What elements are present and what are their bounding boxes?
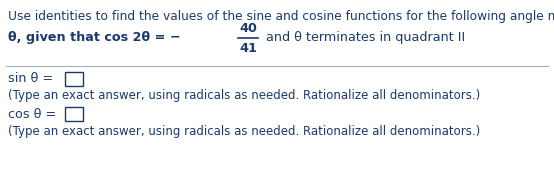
Text: (Type an exact answer, using radicals as needed. Rationalize all denominators.): (Type an exact answer, using radicals as…: [8, 125, 480, 138]
Text: 41: 41: [239, 42, 257, 55]
Text: θ, given that cos 2θ = −: θ, given that cos 2θ = −: [8, 31, 181, 44]
Text: and θ terminates in quadrant II: and θ terminates in quadrant II: [262, 31, 465, 44]
Text: Use identities to find the values of the sine and cosine functions for the follo: Use identities to find the values of the…: [8, 10, 554, 23]
Bar: [65, 107, 83, 121]
Text: 40: 40: [239, 21, 257, 35]
Bar: [65, 72, 83, 86]
Text: cos θ =: cos θ =: [8, 107, 60, 120]
Text: sin θ =: sin θ =: [8, 73, 57, 86]
Text: (Type an exact answer, using radicals as needed. Rationalize all denominators.): (Type an exact answer, using radicals as…: [8, 89, 480, 102]
